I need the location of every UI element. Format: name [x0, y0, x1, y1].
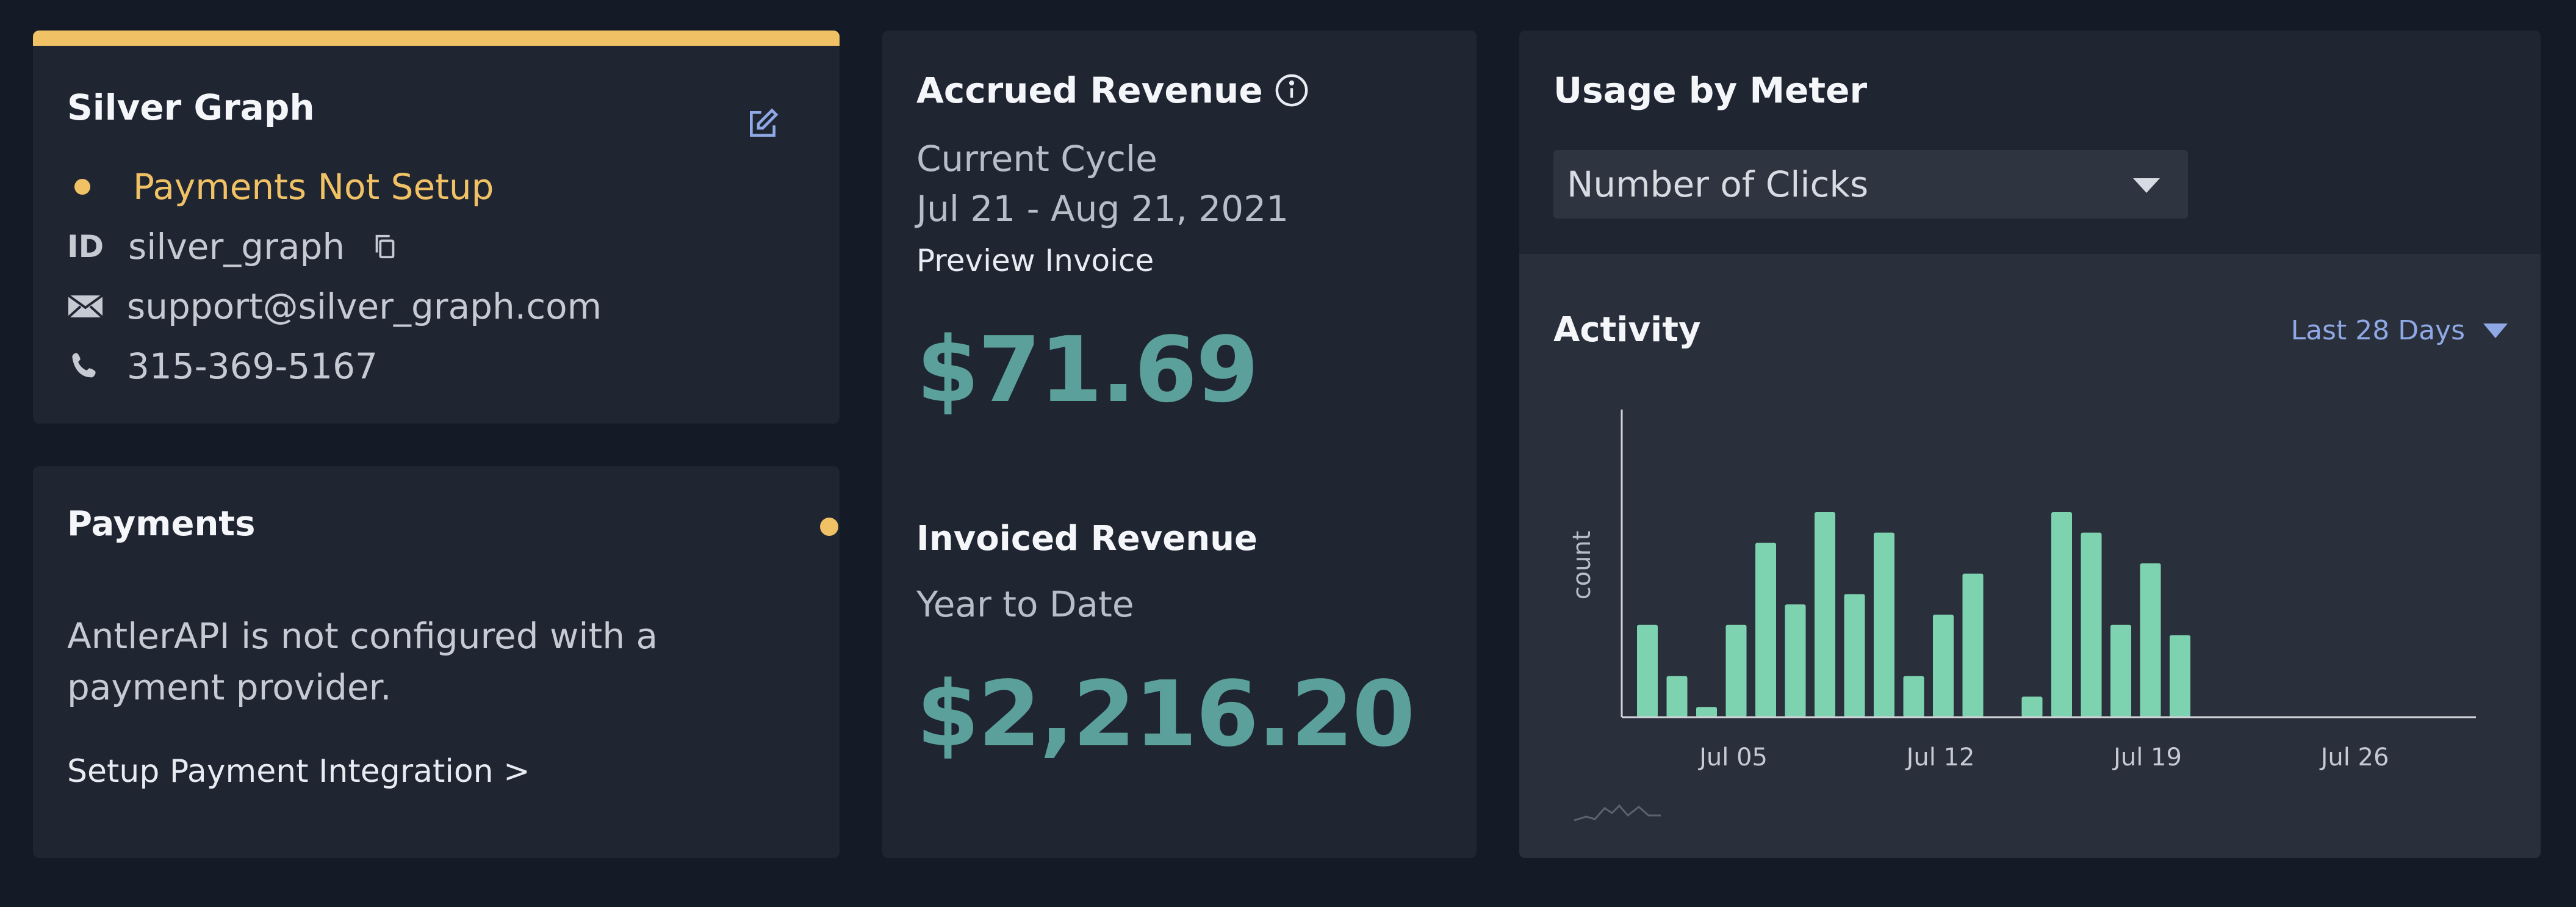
chart-bar[interactable] [1637, 624, 1658, 717]
sparkline-icon [1574, 804, 1661, 822]
accrued-revenue-heading: Accrued Revenue [916, 70, 1309, 111]
revenue-card: Accrued Revenue Current Cycle Jul 21 - A… [882, 31, 1477, 858]
chart-bar[interactable] [1785, 604, 1806, 717]
info-icon[interactable] [1274, 73, 1309, 108]
chart-bar[interactable] [1903, 676, 1924, 717]
activity-chart: Jul 05 Jul 12 Jul 19 Jul 26 count [1568, 410, 2476, 822]
date-range-value: Last 28 Days [2290, 315, 2465, 346]
chart-bar[interactable] [1815, 512, 1835, 717]
activity-title: Activity [1553, 310, 1701, 350]
activity-panel: Activity Last 28 Days Jul 05 Jul 12 Jul 19… [1519, 254, 2541, 858]
x-tick-label: Jul 05 [1697, 743, 1768, 771]
invoiced-revenue-amount: $2,216.20 [916, 662, 1415, 767]
payments-title: Payments [67, 504, 256, 544]
chart-bar[interactable] [1696, 707, 1717, 717]
usage-by-meter-title: Usage by Meter [1553, 70, 1868, 111]
customer-email: support@silver_graph.com [127, 286, 602, 327]
year-to-date-label: Year to Date [916, 584, 1134, 625]
x-tick-label: Jul 12 [1905, 743, 1975, 771]
customer-card: Silver Graph Payments Not Setup ID silve… [33, 31, 840, 424]
chart-bar[interactable] [2140, 563, 2161, 717]
status-accent-bar [33, 31, 840, 46]
payments-card: Payments AntlerAPI is not configured wit… [33, 466, 840, 858]
chart-bar[interactable] [1962, 573, 1984, 717]
status-text: Payments Not Setup [133, 166, 494, 208]
customer-phone: 315-369-5167 [127, 345, 378, 387]
chart-bar[interactable] [2051, 512, 2072, 717]
payments-status-dot-icon [820, 518, 838, 536]
payments-message: AntlerAPI is not configured with a payme… [67, 615, 658, 708]
cycle-date-range: Jul 21 - Aug 21, 2021 [916, 188, 1289, 229]
x-tick-label: Jul 19 [2112, 743, 2182, 771]
chart-bar[interactable] [2110, 624, 2131, 717]
chart-bar[interactable] [2170, 635, 2190, 717]
copy-icon[interactable] [373, 233, 397, 261]
meter-select-value: Number of Clicks [1567, 164, 1869, 205]
status-dot-icon [74, 179, 90, 195]
customer-id: silver_graph [128, 226, 345, 267]
usage-card: Usage by Meter Number of Clicks Activity… [1519, 31, 2541, 858]
customer-email-row: support@silver_graph.com [67, 286, 602, 327]
y-axis-label: count [1568, 531, 1596, 600]
chevron-down-icon [2133, 178, 2160, 193]
chart-bar[interactable] [1725, 624, 1747, 717]
edit-icon[interactable] [746, 107, 780, 141]
setup-payment-integration-link[interactable]: Setup Payment Integration > [67, 753, 530, 790]
mail-icon [67, 294, 104, 319]
customer-id-row: ID silver_graph [67, 226, 397, 267]
x-tick-label: Jul 26 [2319, 743, 2389, 771]
accrued-revenue-amount: $71.69 [916, 317, 1259, 422]
id-label: ID [67, 229, 104, 264]
chart-bar[interactable] [2021, 696, 2043, 717]
chevron-down-icon [2483, 323, 2508, 338]
phone-icon [72, 353, 96, 378]
meter-select[interactable]: Number of Clicks [1553, 150, 2188, 219]
invoiced-revenue-title: Invoiced Revenue [916, 519, 1257, 558]
customer-name: Silver Graph [67, 87, 315, 128]
chart-bar[interactable] [1666, 676, 1688, 717]
payment-status: Payments Not Setup [67, 166, 494, 208]
preview-invoice-link[interactable]: Preview Invoice [916, 243, 1154, 278]
chart-bar[interactable] [1874, 532, 1894, 717]
chart-bar[interactable] [1755, 543, 1776, 717]
chart-bar[interactable] [1933, 615, 1954, 717]
cycle-label: Current Cycle [916, 138, 1157, 179]
customer-phone-row: 315-369-5167 [67, 345, 378, 387]
chart-bar[interactable] [1844, 594, 1865, 717]
chart-bar[interactable] [2081, 532, 2102, 717]
date-range-select[interactable]: Last 28 Days [2291, 315, 2508, 346]
accrued-revenue-title: Accrued Revenue [916, 70, 1263, 111]
